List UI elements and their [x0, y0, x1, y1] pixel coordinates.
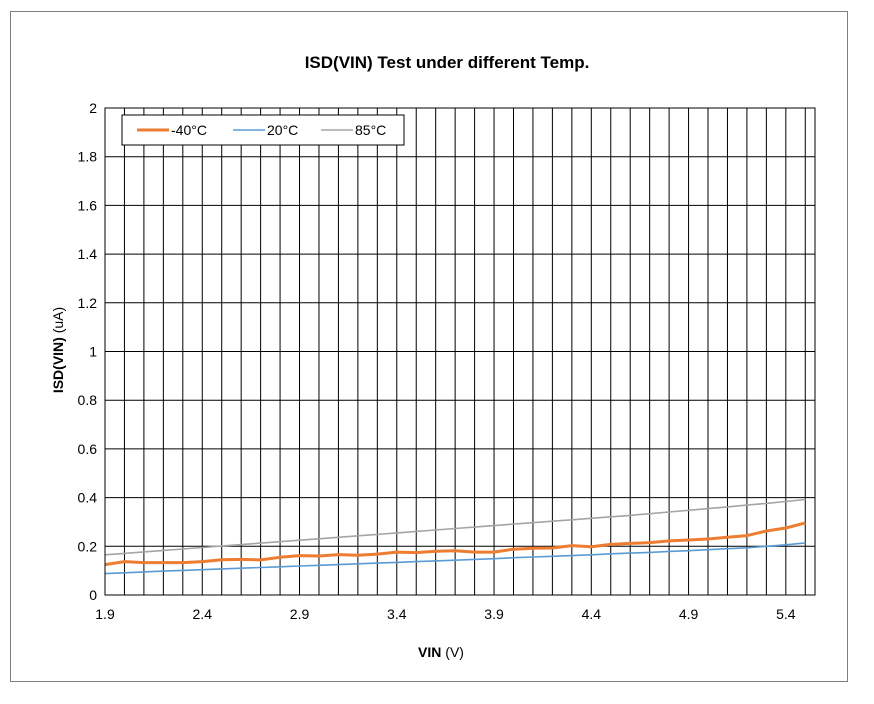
- chart-svg: 0 0.2 0.4 0.6 0.8 1 1.2 1.4 1.6 1.8 2 1.9 2.4 2.9 3.4 3…: [50, 53, 816, 660]
- series-line-2: [104, 498, 806, 556]
- y-tick-label: 1: [89, 344, 97, 360]
- x-axis-title-main: VIN: [418, 644, 441, 660]
- legend: -40°C 20°C 85°C: [121, 114, 405, 146]
- y-tick-label: 1.2: [78, 295, 98, 311]
- x-axis-title: VIN (V): [418, 644, 464, 660]
- y-tick-label: 0.4: [78, 490, 98, 506]
- series-lines: [104, 498, 806, 575]
- legend-label-1: 20°C: [267, 122, 298, 138]
- x-tick-label: 3.9: [484, 606, 504, 622]
- x-tick-label: 2.9: [290, 606, 310, 622]
- x-tick-label: 1.9: [95, 606, 115, 622]
- y-tick-label: 1.6: [78, 197, 98, 213]
- x-tick-label: 4.4: [582, 606, 602, 622]
- x-tick-label: 4.9: [679, 606, 699, 622]
- grid: [105, 108, 815, 595]
- plot-border: [104, 107, 816, 596]
- x-axis-title-unit: (V): [445, 644, 464, 660]
- x-tick-label: 5.4: [776, 606, 796, 622]
- chart-frame: 0 0.2 0.4 0.6 0.8 1 1.2 1.4 1.6 1.8 2 1.9 2.4 2.9 3.4 3…: [10, 11, 848, 682]
- y-tick-label: 1.4: [78, 246, 98, 262]
- chart-title: ISD(VIN) Test under different Temp.: [305, 53, 590, 72]
- series-line-1: [104, 542, 806, 575]
- y-tick-label: 0.2: [78, 538, 98, 554]
- y-axis-title-unit: (uA): [50, 307, 66, 333]
- legend-label-2: 85°C: [355, 122, 386, 138]
- tick-labels: 0 0.2 0.4 0.6 0.8 1 1.2 1.4 1.6 1.8 2 1.9 2.4 2.9 3.4 3…: [78, 100, 796, 622]
- x-tick-label: 2.4: [193, 606, 213, 622]
- series-line-0: [104, 521, 806, 567]
- y-axis-title-main: ISD(VIN): [50, 337, 66, 393]
- y-tick-label: 0.6: [78, 441, 98, 457]
- y-axis-title: ISD(VIN) (uA): [50, 307, 66, 393]
- legend-label-0: -40°C: [171, 122, 207, 138]
- x-tick-label: 3.4: [387, 606, 407, 622]
- y-tick-label: 0.8: [78, 392, 98, 408]
- y-tick-label: 1.8: [78, 149, 98, 165]
- y-tick-label: 2: [89, 100, 97, 116]
- y-tick-label: 0: [89, 587, 97, 603]
